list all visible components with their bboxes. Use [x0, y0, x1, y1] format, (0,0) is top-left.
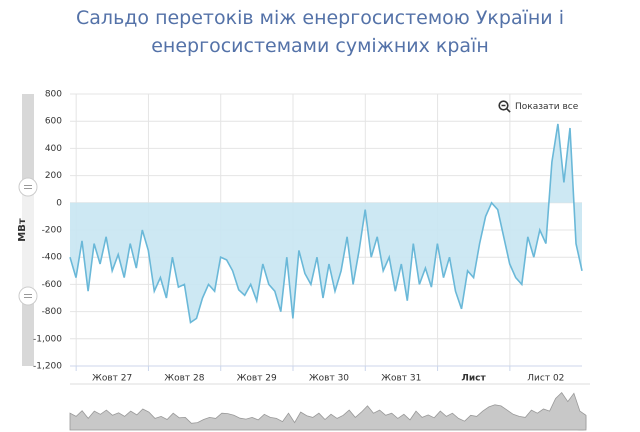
x-tick-label: Лист 02: [527, 374, 564, 384]
y-tick-label: 600: [45, 117, 62, 127]
handle-grip: [24, 294, 32, 298]
y-tick-label: -600: [42, 280, 63, 290]
plot-area: -1,200 -1,000 -800 -600 -400 -200 0 200 400 600 80…: [33, 90, 583, 384]
area-fill: [70, 123, 582, 323]
y-axis-label: МВт: [17, 218, 28, 242]
y-tick-label: -200: [42, 226, 63, 236]
reset-zoom-label: Показати все: [515, 101, 579, 112]
x-tick-label: Жовт 27: [92, 374, 132, 384]
y-tick-label: 400: [45, 144, 62, 154]
navigator-series: [69, 391, 587, 431]
y-tick-label: -1,200: [33, 362, 62, 372]
reset-zoom-button[interactable]: Показати все: [498, 100, 578, 113]
y-slider-handle[interactable]: [18, 286, 38, 306]
chart-title: Сальдо перетоків між енергосистемою Укра…: [76, 7, 564, 57]
x-tick-label: Лист: [461, 374, 486, 384]
y-slider-range[interactable]: [22, 187, 34, 296]
y-slider-handle[interactable]: [18, 177, 38, 197]
y-tick-label: 800: [45, 90, 62, 100]
handle-grip: [24, 185, 32, 189]
x-tick-label: Жовт 30: [309, 374, 349, 384]
series-line: [69, 123, 583, 324]
y-tick-label: -1,000: [33, 334, 62, 344]
y-tick-label: 200: [45, 171, 62, 181]
y-tick-label: 0: [56, 198, 62, 208]
x-tick-label: Жовт 31: [381, 374, 421, 384]
zoom-out-icon: [498, 100, 511, 113]
x-tick-label: Жовт 29: [237, 374, 277, 384]
y-tick-label: -400: [42, 253, 63, 263]
x-tick-label: Жовт 28: [164, 374, 204, 384]
y-tick-label: -800: [42, 307, 63, 317]
